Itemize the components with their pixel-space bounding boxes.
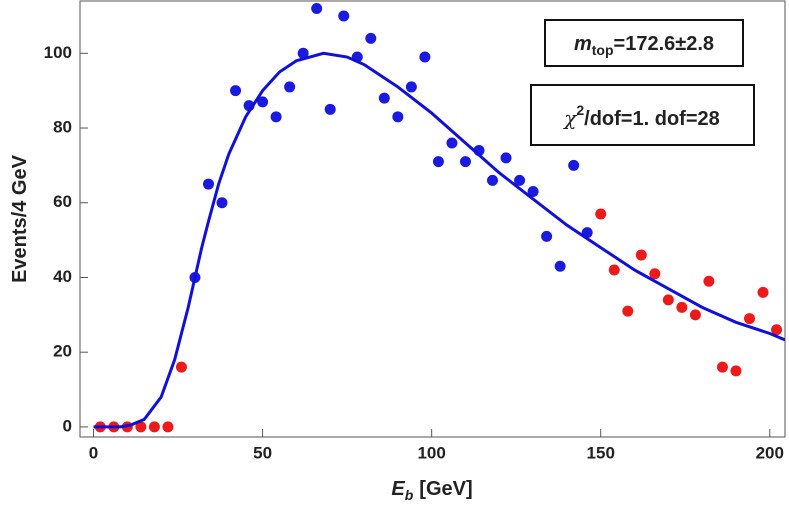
plot-layer: 0 50 100 150 200 0 20 40 60 80 100 bbox=[44, 2, 785, 462]
data-point bbox=[311, 2, 323, 14]
data-point bbox=[662, 294, 674, 306]
y-tick-label: 60 bbox=[53, 192, 72, 211]
data-point bbox=[405, 81, 417, 93]
data-point bbox=[459, 156, 471, 168]
data-point bbox=[703, 275, 715, 287]
data-point bbox=[230, 85, 242, 97]
data-point bbox=[568, 159, 580, 171]
x-label-unit: [GeV] bbox=[419, 478, 472, 500]
data-point bbox=[202, 178, 214, 190]
x-label-subscript: b bbox=[405, 487, 414, 503]
y-tick-label: 0 bbox=[63, 416, 72, 435]
data-point bbox=[757, 286, 769, 298]
x-tick-label: 50 bbox=[253, 443, 272, 462]
data-point bbox=[446, 137, 458, 149]
x-label-symbol: E bbox=[391, 478, 405, 500]
annotation-symbol: χ bbox=[562, 106, 578, 130]
x-tick-label: 100 bbox=[417, 443, 445, 462]
data-point bbox=[622, 305, 634, 317]
data-point bbox=[297, 47, 309, 59]
data-point bbox=[500, 152, 512, 164]
data-point bbox=[649, 268, 661, 280]
x-axis-label: Eb [GeV] bbox=[391, 478, 472, 503]
data-point bbox=[554, 260, 566, 272]
annotation-box bbox=[544, 19, 744, 67]
data-point bbox=[514, 174, 526, 186]
data-point bbox=[162, 421, 174, 433]
data-point bbox=[216, 197, 228, 209]
annotation: mtop=172.6±2.8 bbox=[574, 33, 714, 58]
data-point bbox=[527, 186, 539, 198]
data-point bbox=[730, 365, 742, 377]
annotation-superscript: 2 bbox=[576, 102, 584, 118]
data-point bbox=[771, 324, 783, 336]
data-point bbox=[541, 230, 553, 242]
data-point bbox=[419, 51, 431, 63]
annotation: χ2/dof=1. dof=28 bbox=[562, 102, 720, 130]
data-point bbox=[392, 111, 404, 123]
fit-line bbox=[93, 51, 785, 429]
x-tick-label: 200 bbox=[756, 443, 784, 462]
data-point bbox=[676, 301, 688, 313]
data-point bbox=[135, 421, 147, 433]
data-point bbox=[284, 81, 296, 93]
data-point bbox=[608, 264, 620, 276]
data-point bbox=[257, 96, 269, 108]
data-point bbox=[689, 309, 701, 321]
y-tick-label: 80 bbox=[53, 118, 72, 137]
data-point bbox=[175, 361, 187, 373]
x-tick-label: 150 bbox=[587, 443, 615, 462]
data-point bbox=[324, 103, 336, 115]
data-point bbox=[635, 249, 647, 261]
data-point bbox=[432, 156, 444, 168]
data-point bbox=[365, 32, 377, 44]
data-point bbox=[743, 313, 755, 325]
annotation-symbol: m bbox=[574, 33, 592, 55]
data-point bbox=[595, 208, 607, 220]
annotation-text: /dof=1. dof=28 bbox=[584, 108, 720, 130]
y-tick-label: 100 bbox=[44, 43, 72, 62]
plot-frame bbox=[79, 0, 786, 438]
data-point bbox=[716, 361, 728, 373]
y-axis-label: Events/4 GeV bbox=[9, 154, 31, 283]
data-point bbox=[148, 421, 160, 433]
y-tick-label: 20 bbox=[53, 342, 72, 361]
annotation-text: =172.6±2.8 bbox=[614, 33, 715, 55]
data-point bbox=[270, 111, 282, 123]
x-tick-label: 0 bbox=[89, 443, 98, 462]
data-point bbox=[487, 174, 499, 186]
data-point bbox=[338, 10, 350, 22]
annotation-box bbox=[530, 84, 755, 146]
data-point bbox=[378, 92, 390, 104]
y-tick-label: 40 bbox=[53, 267, 72, 286]
annotation-subscript: top bbox=[592, 42, 614, 58]
